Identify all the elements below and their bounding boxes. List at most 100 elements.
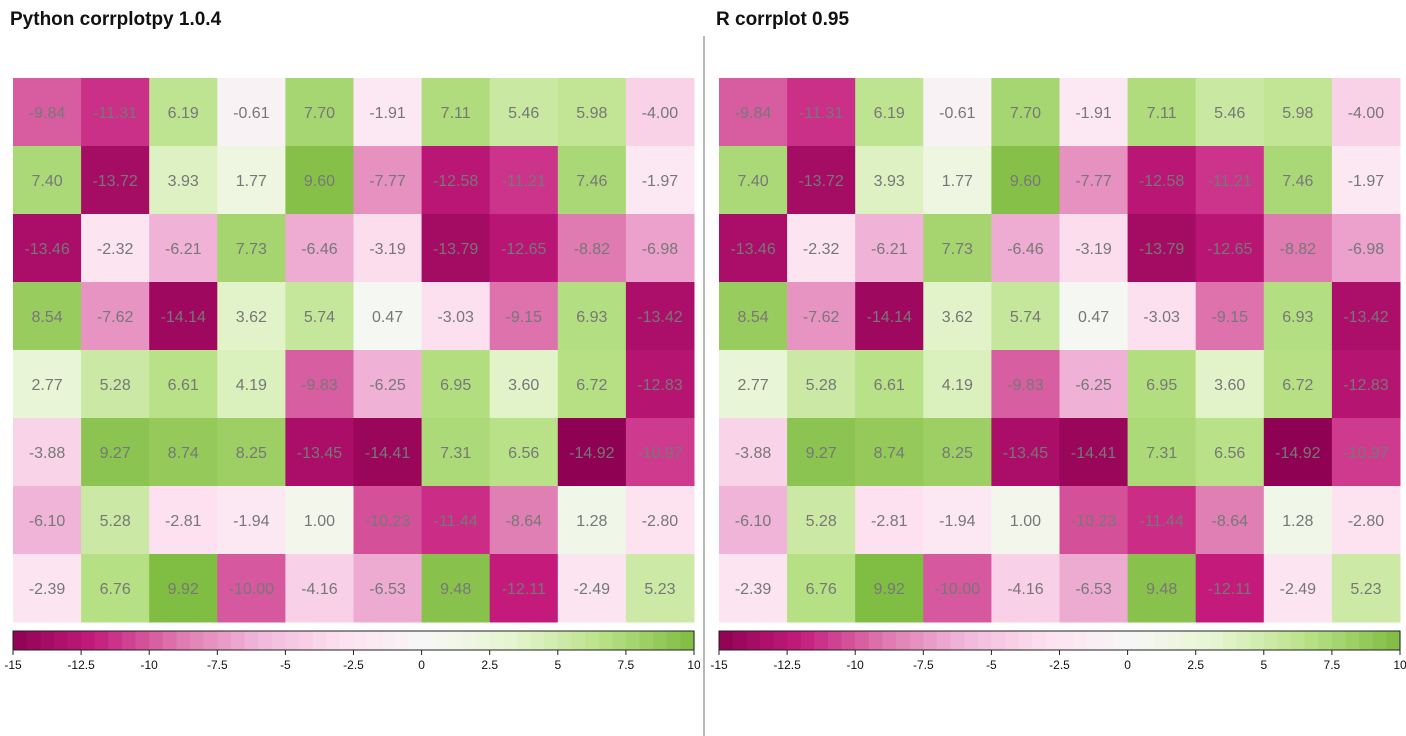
cell-value-label: -13.46 <box>730 241 775 258</box>
colorbar-tick-label: 10 <box>1393 658 1406 672</box>
heatmap-cell <box>421 146 491 215</box>
colorbar-segment <box>203 631 218 650</box>
cell-value-label: 2.77 <box>737 377 768 394</box>
colorbar-segment <box>1113 631 1129 650</box>
cell-value-label: 9.48 <box>1146 581 1177 598</box>
heatmap-cell <box>217 78 286 147</box>
heatmap-cell <box>787 282 856 351</box>
heatmap-cell <box>1127 282 1197 351</box>
cell-value-label: 6.93 <box>576 309 607 326</box>
colorbar-segment <box>1277 631 1292 650</box>
heatmap-cell <box>787 146 856 215</box>
colorbar-segment <box>94 631 109 650</box>
cell-value-label: -11.21 <box>502 173 546 190</box>
cell-value-label: 3.62 <box>942 309 973 326</box>
heatmap-cell <box>787 554 856 623</box>
cell-value-label: 6.95 <box>440 377 471 394</box>
heatmap-cell <box>1195 282 1265 351</box>
heatmap-cell <box>1331 282 1401 351</box>
colorbar-tick-label: -15 <box>710 658 728 672</box>
heatmap-cell <box>149 418 218 487</box>
cell-value-label: 0.47 <box>372 309 403 326</box>
cell-value-label: -3.03 <box>437 309 474 326</box>
cell-value-label: -11.31 <box>799 105 843 122</box>
cell-value-label: -2.39 <box>29 581 66 598</box>
heatmap-cell <box>1059 282 1129 351</box>
colorbar-segment <box>176 631 191 650</box>
heatmap-cell <box>285 78 354 147</box>
cell-value-label: 5.28 <box>806 377 837 394</box>
cell-value-label: 9.27 <box>806 445 837 462</box>
cell-value-label: -6.53 <box>369 581 406 598</box>
cell-value-label: -3.19 <box>1075 241 1112 258</box>
colorbar-segment <box>991 631 1006 650</box>
cell-value-label: -12.83 <box>1343 377 1388 394</box>
heatmap-cell <box>991 486 1060 555</box>
colorbar-segment <box>896 631 911 650</box>
cell-value-label: -12.65 <box>1207 241 1252 258</box>
cell-value-label: -6.25 <box>1075 377 1112 394</box>
colorbar-tick-label: 7.5 <box>618 658 635 672</box>
heatmap-cell <box>1059 146 1129 215</box>
colorbar-segment <box>936 631 952 650</box>
heatmap-cell <box>719 78 788 147</box>
cell-value-label: -2.81 <box>871 513 908 530</box>
heatmap-cell <box>353 486 423 555</box>
heatmap-cell <box>13 282 82 351</box>
cell-value-label: -14.92 <box>1275 445 1320 462</box>
cell-value-label: 8.25 <box>236 445 267 462</box>
colorbar-segment <box>190 631 205 650</box>
heatmap-cell <box>1331 350 1401 419</box>
heatmap-cell <box>285 214 354 283</box>
cell-value-label: 1.28 <box>1282 513 1313 530</box>
heatmap-cell <box>991 418 1060 487</box>
cell-value-label: 5.98 <box>1282 105 1313 122</box>
heatmap-cell <box>923 554 992 623</box>
cell-value-label: -6.46 <box>301 241 338 258</box>
cell-value-label: 7.46 <box>1282 173 1313 190</box>
heatmap-cell <box>557 78 627 147</box>
cell-value-label: -11.44 <box>434 513 478 530</box>
colorbar-segment <box>1032 631 1047 650</box>
colorbar-segment <box>476 631 491 650</box>
heatmap-cell <box>923 418 992 487</box>
heatmap-cell <box>855 554 924 623</box>
cell-value-label: 1.28 <box>576 513 607 530</box>
cell-value-label: -8.82 <box>1280 241 1317 258</box>
heatmap-cell <box>855 146 924 215</box>
colorbar-segment <box>585 631 600 650</box>
colorbar-segment <box>544 631 559 650</box>
heatmap-cell <box>1263 282 1333 351</box>
heatmap-cell <box>719 486 788 555</box>
cell-value-label: -6.10 <box>735 513 772 530</box>
cell-value-label: -2.80 <box>642 513 679 530</box>
colorbar-segment <box>625 631 641 650</box>
colorbar-segment <box>1331 631 1347 650</box>
heatmap-cell <box>489 350 559 419</box>
cell-value-label: -2.80 <box>1348 513 1385 530</box>
heatmap-cell <box>81 350 150 419</box>
cell-value-label: -9.84 <box>735 105 772 122</box>
cell-value-label: -10.97 <box>637 445 682 462</box>
cell-value-label: 0.47 <box>1078 309 1109 326</box>
heatmap-cell <box>13 78 82 147</box>
heatmap-cell <box>1331 486 1401 555</box>
cell-value-label: -13.46 <box>24 241 69 258</box>
colorbar-segment <box>81 631 96 650</box>
colorbar-segment <box>53 631 69 650</box>
heatmap-cell <box>1195 554 1265 623</box>
heatmap-cell <box>81 282 150 351</box>
colorbar-segment <box>394 631 409 650</box>
cell-value-label: -8.64 <box>1212 513 1249 530</box>
heatmap-cell <box>991 78 1060 147</box>
colorbar-segment <box>1195 631 1210 650</box>
colorbar-segment <box>1291 631 1306 650</box>
heatmap-cell <box>1195 486 1265 555</box>
heatmap-cell <box>1059 418 1129 487</box>
heatmap-cell <box>217 350 286 419</box>
heatmap-cell <box>557 282 627 351</box>
heatmap-cell <box>855 350 924 419</box>
cell-value-label: 6.61 <box>168 377 199 394</box>
heatmap-cell <box>719 418 788 487</box>
cell-value-label: -6.21 <box>871 241 908 258</box>
